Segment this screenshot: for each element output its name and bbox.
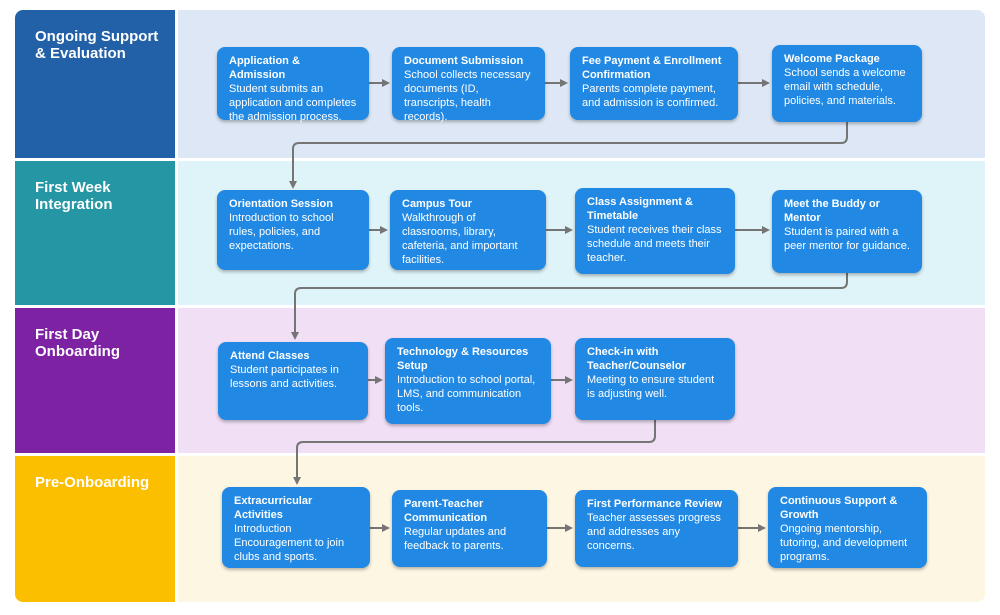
node-title: Attend Classes	[230, 350, 310, 362]
node-description: Ongoing mentorship, tutoring, and develo…	[780, 522, 908, 563]
node-welcome-package[interactable]: Welcome Package School sends a welcome e…	[772, 45, 922, 122]
lane-label-pre-onboarding: Pre-Onboarding	[35, 474, 150, 491]
node-campus-tour[interactable]: Campus Tour Walkthrough of classrooms, l…	[390, 190, 546, 270]
lane-label-ongoing-support: Ongoing Support & Evaluation	[35, 28, 159, 63]
node-description: Introduction Encouragement to join clubs…	[234, 522, 345, 563]
node-title: Extracurricular Activities	[234, 495, 313, 521]
lane-header-pre-onboarding: Pre-Onboarding	[15, 456, 175, 602]
node-description: Student receives their class schedule an…	[587, 223, 722, 264]
node-fee-payment[interactable]: Fee Payment & Enrollment Confirmation Pa…	[570, 47, 738, 120]
lane-header-first-day: First Day Onboarding	[15, 308, 175, 453]
node-attend-classes[interactable]: Attend Classes Student participates in l…	[218, 342, 368, 420]
node-title: Campus Tour	[402, 198, 473, 210]
node-title: Document Submission	[404, 55, 524, 67]
node-title: Class Assignment & Timetable	[587, 196, 693, 222]
node-title: Welcome Package	[784, 53, 880, 65]
node-application-admission[interactable]: Application & Admission Student submits …	[217, 47, 369, 123]
node-document-submission[interactable]: Document Submission School collects nece…	[392, 47, 545, 123]
node-description: Student is paired with a peer mentor for…	[784, 225, 910, 252]
node-title: First Performance Review	[587, 498, 723, 510]
node-meet-buddy-mentor[interactable]: Meet the Buddy or Mentor Student is pair…	[772, 190, 922, 273]
node-description: School sends a welcome email with schedu…	[784, 66, 906, 107]
lane-label-first-day: First Day Onboarding	[35, 326, 120, 361]
node-title: Technology & Resources Setup	[397, 346, 529, 372]
node-description: Parents complete payment, and admission …	[582, 82, 719, 109]
node-description: Student participates in lessons and acti…	[230, 363, 339, 390]
node-continuous-support-growth[interactable]: Continuous Support & Growth Ongoing ment…	[768, 487, 927, 568]
node-parent-teacher-communication[interactable]: Parent-Teacher Communication Regular upd…	[392, 490, 547, 567]
node-description: Introduction to school portal, LMS, and …	[397, 373, 536, 414]
node-title: Check-in with Teacher/Counselor	[587, 346, 686, 372]
node-title: Meet the Buddy or Mentor	[784, 198, 880, 224]
node-title: Orientation Session	[229, 198, 333, 210]
node-description: Meeting to ensure student is adjusting w…	[587, 373, 715, 400]
node-checkin-teacher-counselor[interactable]: Check-in with Teacher/Counselor Meeting …	[575, 338, 735, 420]
node-title: Parent-Teacher Communication	[404, 498, 488, 524]
node-description: Walkthrough of classrooms, library, cafe…	[402, 211, 518, 266]
node-title: Application & Admission	[229, 55, 300, 81]
lane-header-first-week: First Week Integration	[15, 161, 175, 305]
node-description: Student submits an application and compl…	[229, 82, 357, 123]
node-description: School collects necessary documents (ID,…	[404, 68, 531, 123]
node-technology-setup[interactable]: Technology & Resources Setup Introductio…	[385, 338, 551, 424]
node-description: Regular updates and feedback to parents.	[404, 525, 507, 552]
lane-label-first-week: First Week Integration	[35, 179, 113, 214]
node-extracurricular-activities[interactable]: Extracurricular Activities Introduction …	[222, 487, 370, 568]
lane-header-ongoing-support: Ongoing Support & Evaluation	[15, 10, 175, 158]
node-description: Introduction to school rules, policies, …	[229, 211, 334, 252]
node-title: Continuous Support & Growth	[780, 495, 898, 521]
node-class-assignment[interactable]: Class Assignment & Timetable Student rec…	[575, 188, 735, 274]
node-description: Teacher assesses progress and addresses …	[587, 511, 721, 552]
node-first-performance-review[interactable]: First Performance Review Teacher assesse…	[575, 490, 738, 567]
node-title: Fee Payment & Enrollment Confirmation	[582, 55, 722, 81]
node-orientation-session[interactable]: Orientation Session Introduction to scho…	[217, 190, 369, 270]
